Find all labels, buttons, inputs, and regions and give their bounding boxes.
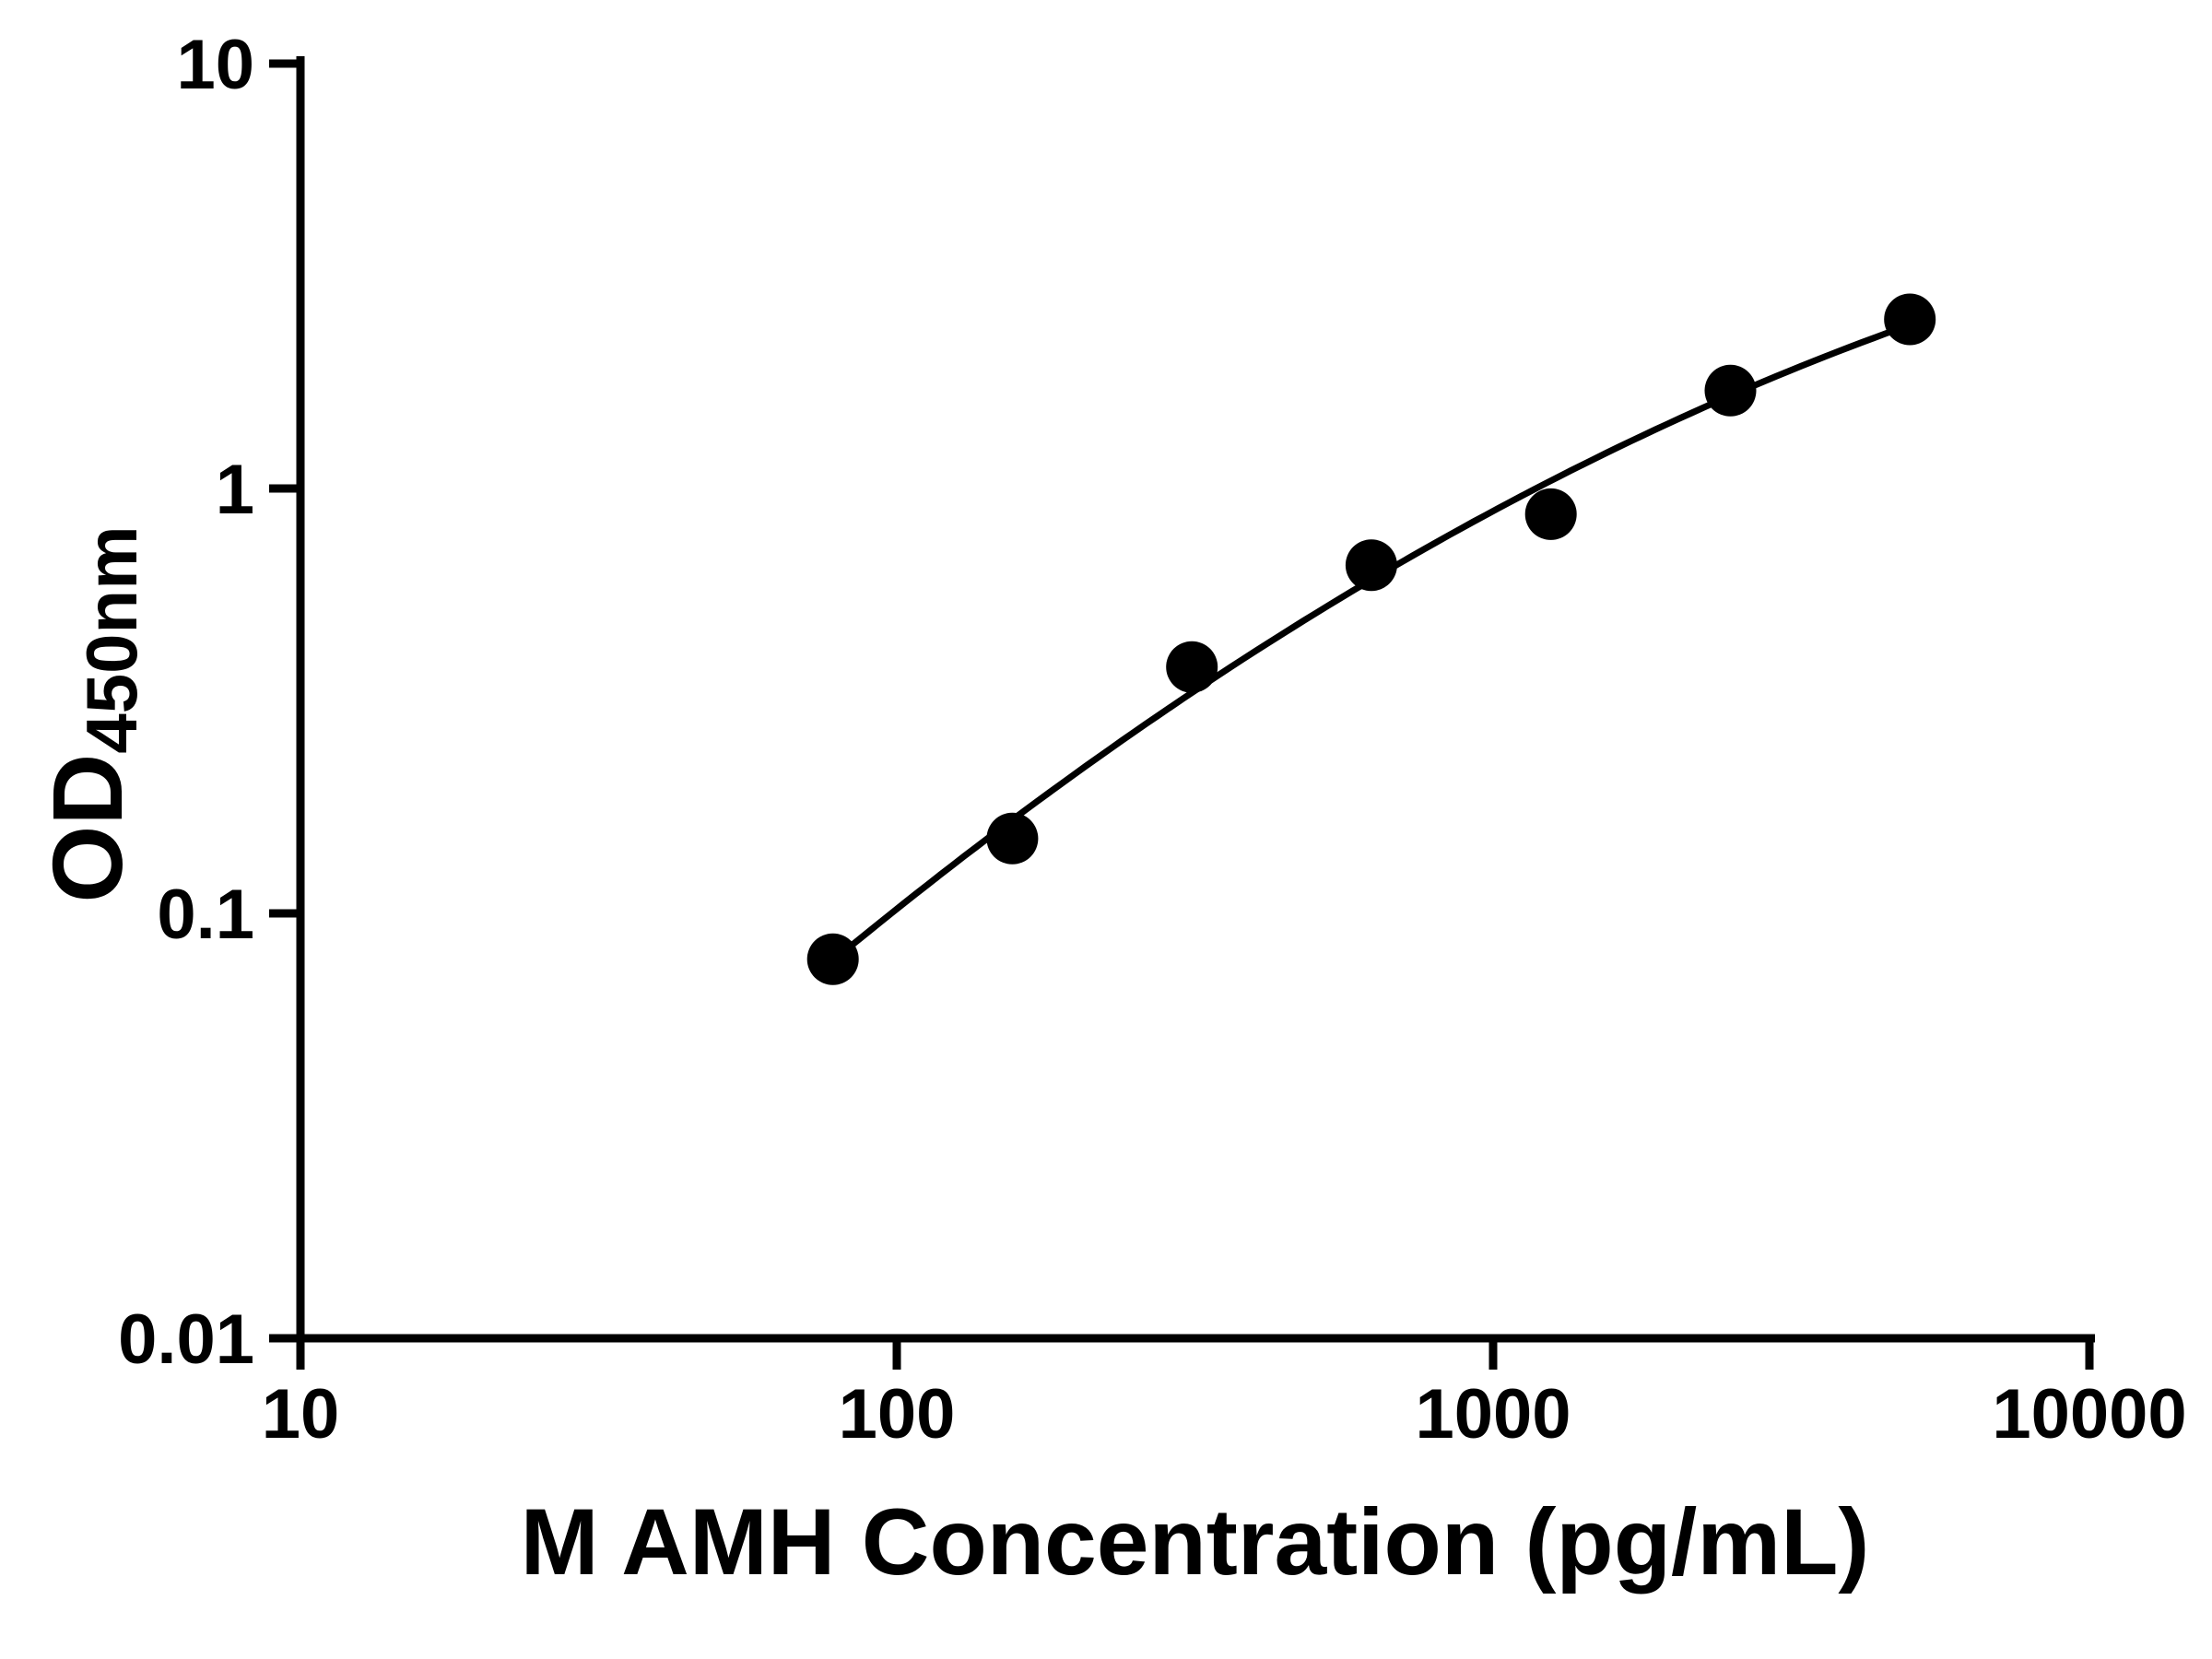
- data-point: [1345, 539, 1397, 592]
- y-tick-label: 0.1: [157, 876, 254, 954]
- data-point: [1166, 641, 1218, 693]
- data-point: [1704, 364, 1757, 417]
- y-tick-label: 0.01: [118, 1300, 254, 1379]
- y-axis-title-main: OD: [31, 753, 143, 903]
- y-axis-title-sub: 450nm: [71, 525, 152, 754]
- data-point: [1884, 293, 1936, 346]
- x-axis-title: M AMH Concentration (pg/mL): [520, 1489, 1870, 1594]
- data-point: [986, 812, 1039, 865]
- x-tick-label: 10: [262, 1375, 340, 1453]
- y-axis-title: OD450nm: [31, 479, 152, 949]
- y-tick-label: 10: [176, 26, 254, 104]
- fit-curve: [815, 321, 1913, 976]
- x-tick-label: 1000: [1415, 1375, 1571, 1453]
- data-point: [806, 933, 859, 985]
- x-tick-label: 10000: [1992, 1375, 2186, 1453]
- y-tick-label: 1: [216, 451, 254, 529]
- axis-lines: [296, 56, 2095, 1343]
- x-tick-label: 100: [839, 1375, 956, 1453]
- data-point: [1524, 488, 1577, 540]
